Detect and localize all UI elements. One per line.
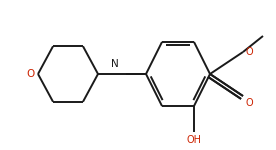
Text: O: O xyxy=(246,98,254,108)
Text: N: N xyxy=(111,59,119,69)
Text: O: O xyxy=(246,47,254,57)
Text: OH: OH xyxy=(187,135,201,145)
Text: O: O xyxy=(27,69,35,79)
